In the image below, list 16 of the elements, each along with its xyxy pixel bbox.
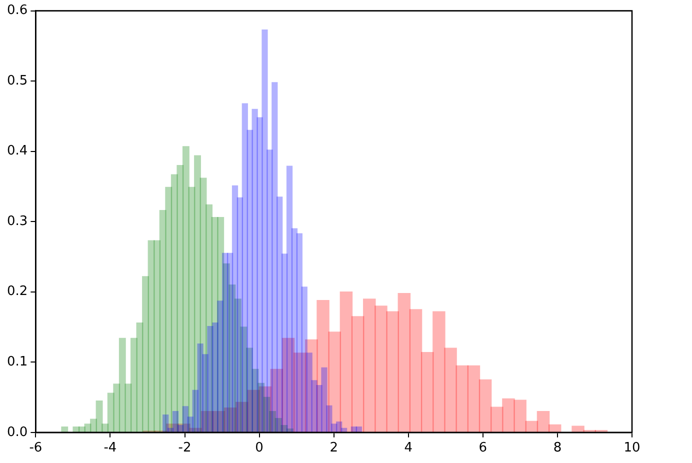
x-tick-label: -6 [29,440,42,456]
y-tick-label: 0.5 [6,73,28,88]
y-tick-label: 0.6 [6,3,28,18]
x-tick-label: 10 [624,440,640,456]
x-tick-label: 8 [553,440,562,456]
x-tick-label: 6 [478,440,488,456]
y-tick-label: 0.3 [6,214,28,229]
y-tick-label: 0.4 [6,144,28,159]
x-tick-label: -4 [104,440,117,456]
y-tick-label: 0.1 [6,354,28,370]
x-tick-label: 2 [330,440,338,456]
y-tick-label: 0.0 [6,424,28,440]
x-tick-label: 4 [404,440,413,456]
x-tick-label: 0 [255,440,264,456]
x-tick-label: -2 [178,440,192,456]
y-tick-label: 0.2 [6,284,28,300]
